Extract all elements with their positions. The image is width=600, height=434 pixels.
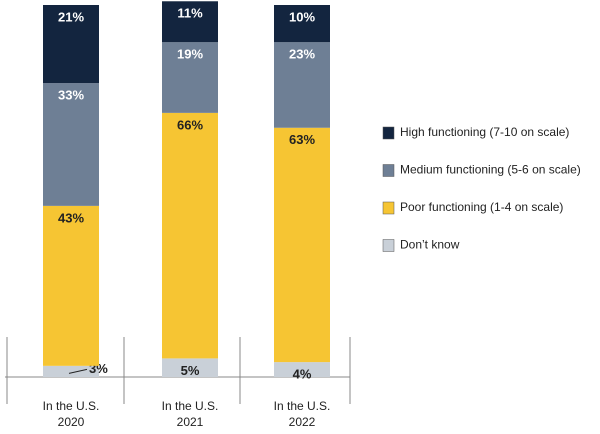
bar-segment: [274, 5, 330, 43]
bar-segment: [162, 358, 218, 377]
legend-swatch: [382, 239, 395, 252]
x-tick-label: In the U.S. 2021: [162, 399, 219, 429]
value-label: 43%: [58, 210, 84, 225]
value-label: 5%: [181, 363, 200, 378]
bar-segment: [43, 5, 99, 84]
value-label: 11%: [177, 6, 203, 21]
bar-segment: [274, 127, 330, 363]
value-label: 19%: [177, 47, 203, 62]
value-label: 66%: [177, 117, 203, 132]
bar-segment: [43, 365, 99, 377]
legend-swatch: [382, 164, 395, 177]
bar-segment: [162, 42, 218, 113]
bar-segment: [274, 362, 330, 377]
value-label: 63%: [289, 132, 315, 147]
value-label: 33%: [58, 88, 84, 103]
value-label: 4%: [293, 367, 312, 382]
value-label: 10%: [289, 9, 315, 24]
value-label: 21%: [58, 9, 84, 24]
legend-label: High functioning (7-10 on scale): [400, 125, 569, 139]
leader-line: [68, 368, 88, 374]
legend-label: Medium functioning (5-6 on scale): [400, 163, 581, 177]
legend-swatch: [382, 201, 395, 215]
bar-segment: [43, 205, 99, 366]
legend-label: Poor functioning (1-4 on scale): [400, 200, 563, 214]
value-label: 23%: [289, 47, 315, 62]
bar-segment: [274, 42, 330, 128]
x-tick-label: In the U.S. 2020: [43, 399, 100, 429]
bar-segment: [43, 83, 99, 206]
legend-swatch: [382, 126, 395, 140]
x-tick-label: In the U.S. 2022: [274, 399, 331, 429]
bar-segment: [162, 112, 218, 359]
bar-segment: [162, 1, 218, 43]
legend-label: Don’t know: [400, 238, 460, 252]
